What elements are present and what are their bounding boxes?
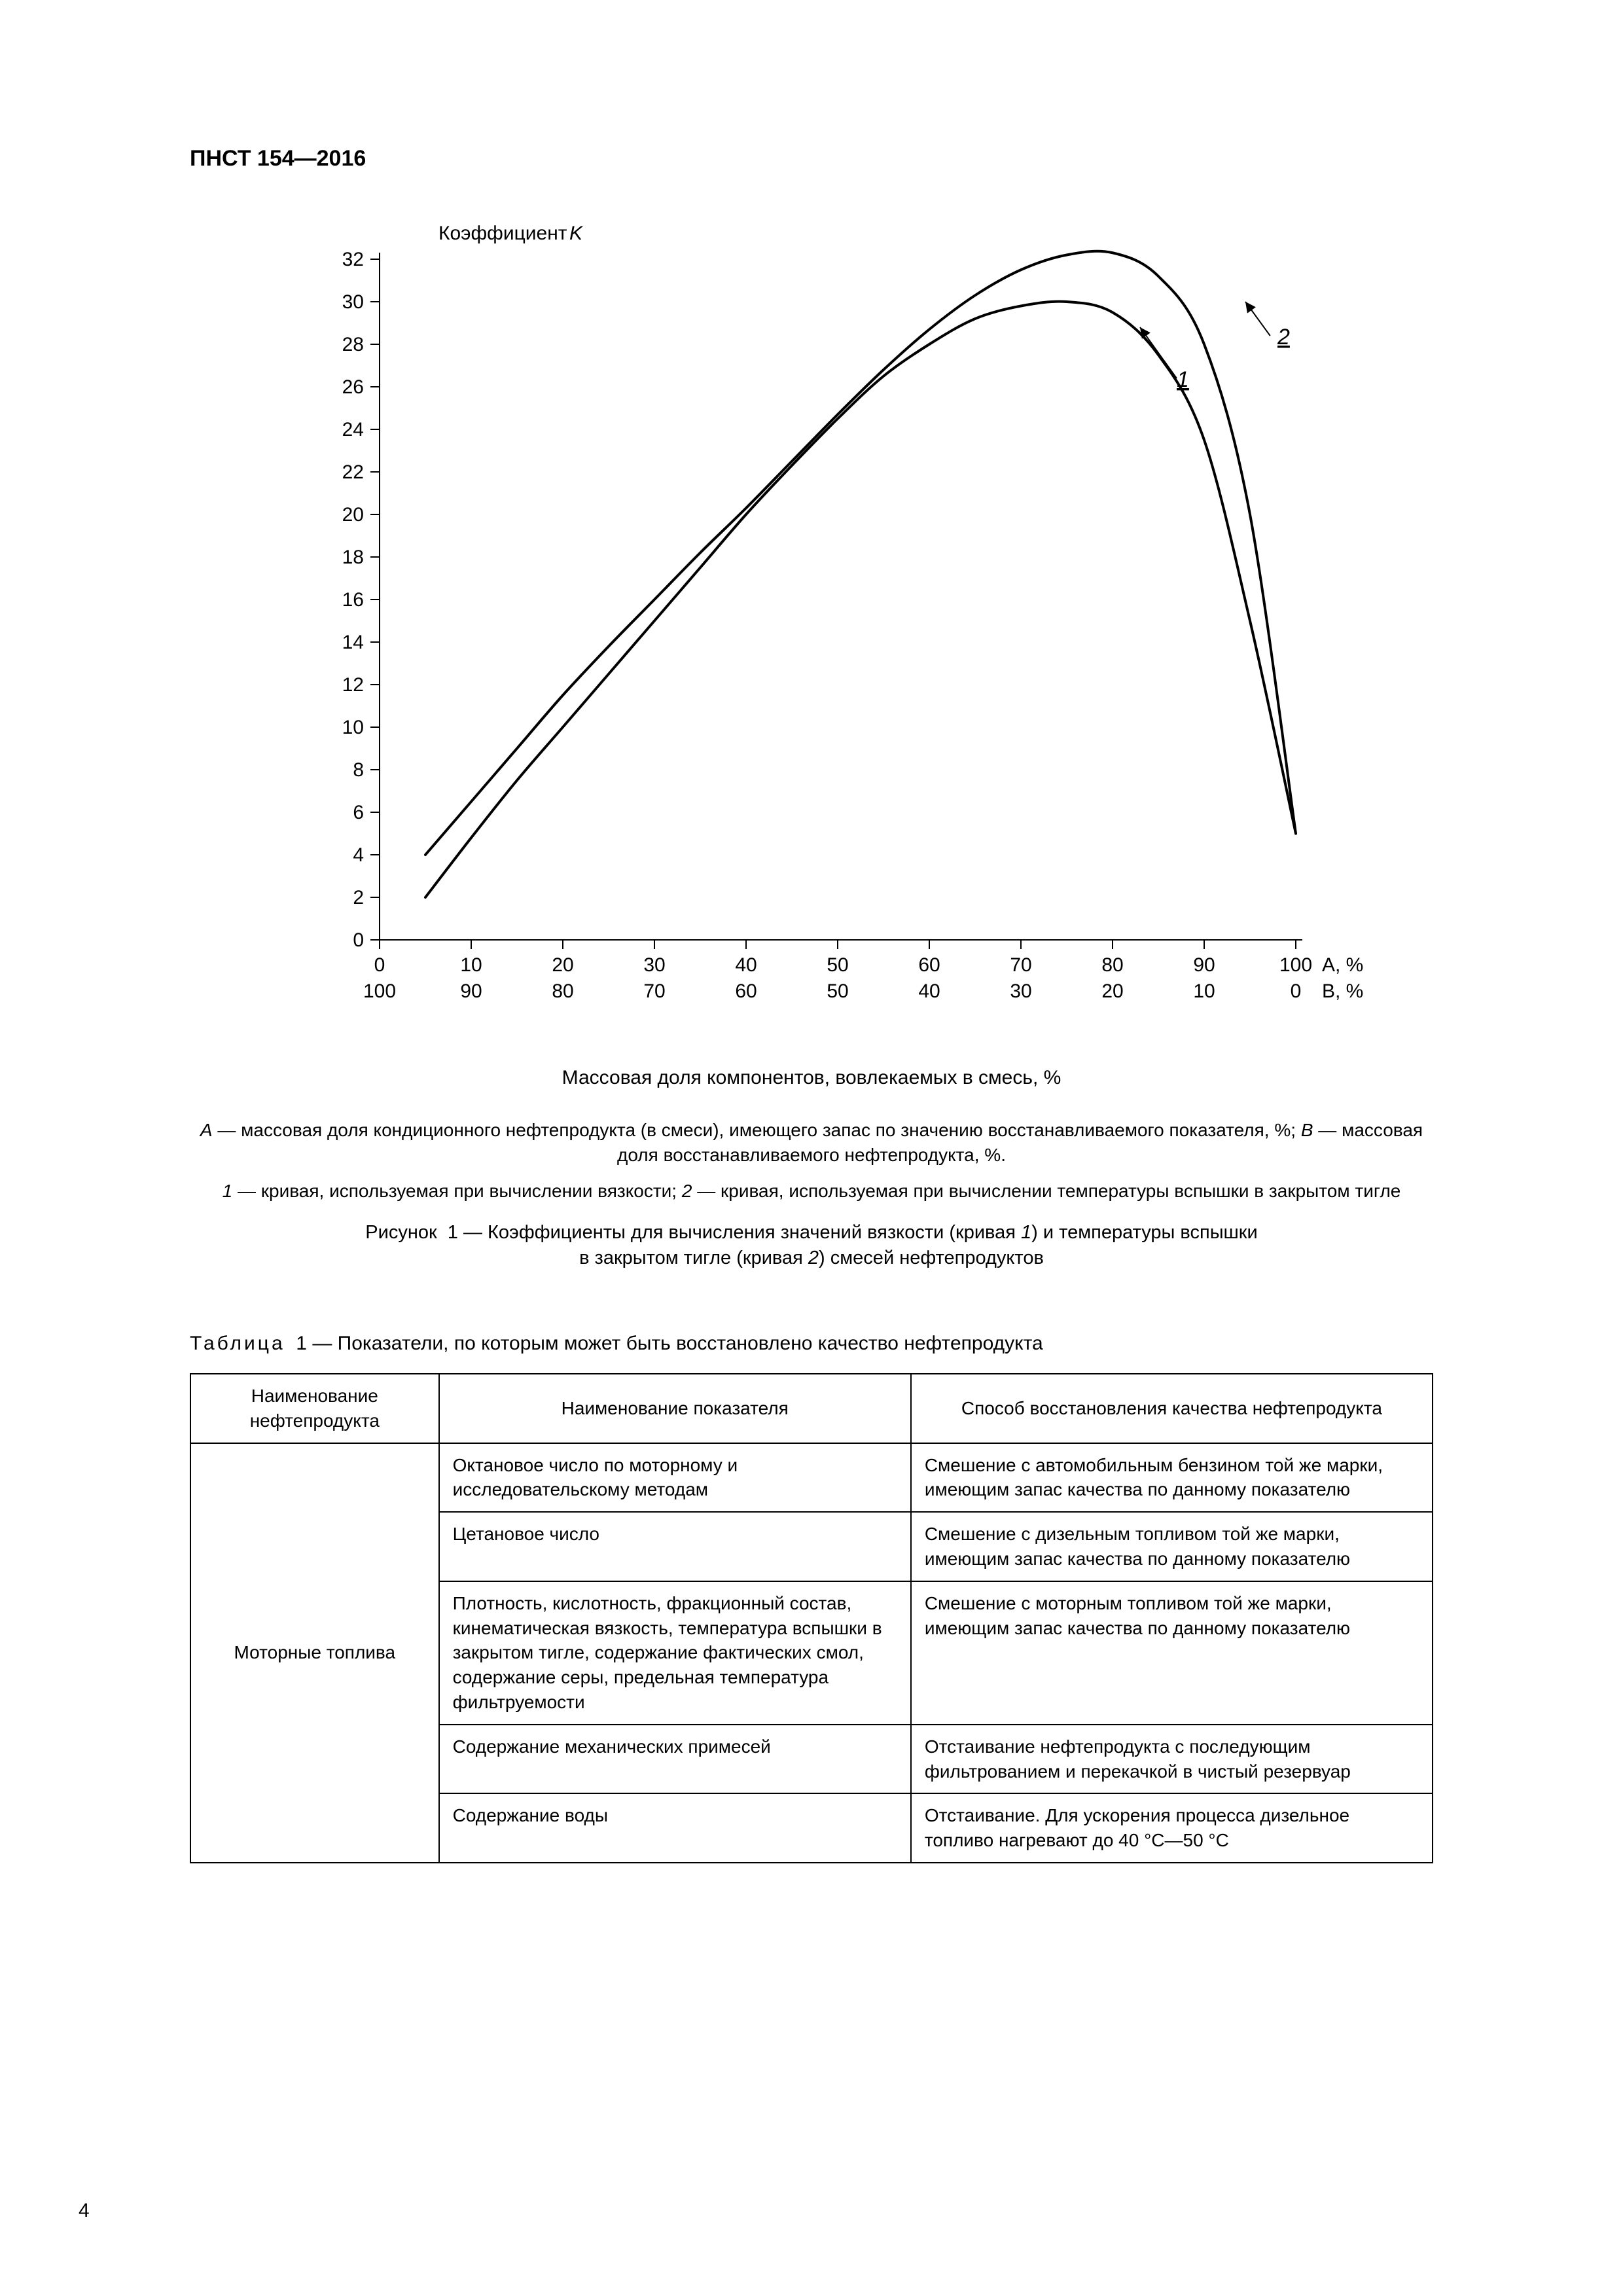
svg-text:K: K bbox=[569, 223, 584, 244]
legend-curves: 1 — кривая, используемая при вычислении … bbox=[190, 1179, 1433, 1204]
coefficient-chart: КоэффициентK0246810121416182022242628303… bbox=[301, 213, 1381, 1038]
svg-text:30: 30 bbox=[342, 291, 364, 313]
svg-text:0: 0 bbox=[353, 929, 364, 951]
svg-text:0: 0 bbox=[1291, 980, 1302, 1002]
svg-text:50: 50 bbox=[827, 980, 848, 1002]
page-number: 4 bbox=[79, 2198, 90, 2225]
svg-text:50: 50 bbox=[827, 954, 848, 976]
method-cell: Смешение с автомобильным бензином той же… bbox=[911, 1443, 1433, 1513]
svg-text:14: 14 bbox=[342, 632, 364, 653]
product-name-cell: Моторные топлива bbox=[190, 1443, 439, 1863]
method-cell: Смешение с дизельным топливом той же мар… bbox=[911, 1512, 1433, 1581]
svg-text:1: 1 bbox=[1177, 367, 1189, 392]
method-cell: Отстаивание. Для ускорения процесса дизе… bbox=[911, 1793, 1433, 1863]
svg-text:20: 20 bbox=[1101, 980, 1123, 1002]
svg-text:80: 80 bbox=[1101, 954, 1123, 976]
svg-text:60: 60 bbox=[735, 980, 757, 1002]
svg-text:30: 30 bbox=[1010, 980, 1031, 1002]
figure-caption: Рисунок 1 — Коэффициенты для вычисления … bbox=[190, 1220, 1433, 1271]
svg-text:70: 70 bbox=[1010, 954, 1031, 976]
method-cell: Смешение с моторным топливом той же марк… bbox=[911, 1581, 1433, 1725]
x-axis-caption: Массовая доля компонентов, вовлекаемых в… bbox=[190, 1065, 1433, 1092]
svg-text:20: 20 bbox=[342, 504, 364, 526]
legend-axes: A — массовая доля кондиционного нефтепро… bbox=[190, 1118, 1433, 1168]
svg-text:100: 100 bbox=[363, 980, 396, 1002]
chart-container: КоэффициентK0246810121416182022242628303… bbox=[301, 213, 1433, 1046]
svg-text:10: 10 bbox=[460, 954, 482, 976]
svg-text:40: 40 bbox=[918, 980, 940, 1002]
svg-text:24: 24 bbox=[342, 419, 364, 440]
svg-text:8: 8 bbox=[353, 759, 364, 781]
svg-text:20: 20 bbox=[552, 954, 573, 976]
svg-text:40: 40 bbox=[735, 954, 757, 976]
table-header: Наименование показателя bbox=[439, 1374, 911, 1443]
indicator-cell: Цетановое число bbox=[439, 1512, 911, 1581]
svg-text:2: 2 bbox=[353, 887, 364, 908]
svg-text:80: 80 bbox=[552, 980, 573, 1002]
table-row: Моторные топливаОктановое число по мотор… bbox=[190, 1443, 1433, 1513]
svg-text:B, %: B, % bbox=[1322, 980, 1363, 1002]
svg-text:12: 12 bbox=[342, 674, 364, 696]
doc-header: ПНСТ 154—2016 bbox=[190, 144, 1433, 174]
svg-text:90: 90 bbox=[460, 980, 482, 1002]
svg-text:100: 100 bbox=[1279, 954, 1312, 976]
svg-text:28: 28 bbox=[342, 334, 364, 355]
svg-text:22: 22 bbox=[342, 461, 364, 483]
svg-text:10: 10 bbox=[1193, 980, 1215, 1002]
svg-text:0: 0 bbox=[374, 954, 385, 976]
indicator-cell: Содержание механических примесей bbox=[439, 1725, 911, 1794]
quality-restoration-table: Наименование нефтепродуктаНаименование п… bbox=[190, 1373, 1433, 1863]
table-title: Таблица 1 — Показатели, по которым может… bbox=[190, 1331, 1433, 1357]
indicator-cell: Октановое число по моторному и исследова… bbox=[439, 1443, 911, 1513]
svg-text:70: 70 bbox=[643, 980, 665, 1002]
method-cell: Отстаивание нефтепродукта с последующим … bbox=[911, 1725, 1433, 1794]
indicator-cell: Плотность, кислотность, фракционный сост… bbox=[439, 1581, 911, 1725]
table-header: Способ восстановления качества нефтепрод… bbox=[911, 1374, 1433, 1443]
svg-text:30: 30 bbox=[643, 954, 665, 976]
svg-text:A, %: A, % bbox=[1322, 954, 1363, 976]
svg-text:2: 2 bbox=[1277, 325, 1290, 350]
svg-text:90: 90 bbox=[1193, 954, 1215, 976]
svg-text:32: 32 bbox=[342, 249, 364, 270]
svg-text:16: 16 bbox=[342, 589, 364, 611]
svg-text:6: 6 bbox=[353, 802, 364, 823]
svg-text:4: 4 bbox=[353, 844, 364, 866]
svg-text:Коэффициент: Коэффициент bbox=[438, 223, 567, 244]
indicator-cell: Содержание воды bbox=[439, 1793, 911, 1863]
svg-text:26: 26 bbox=[342, 376, 364, 398]
svg-text:10: 10 bbox=[342, 717, 364, 738]
svg-text:60: 60 bbox=[918, 954, 940, 976]
table-header: Наименование нефтепродукта bbox=[190, 1374, 439, 1443]
svg-text:18: 18 bbox=[342, 547, 364, 568]
